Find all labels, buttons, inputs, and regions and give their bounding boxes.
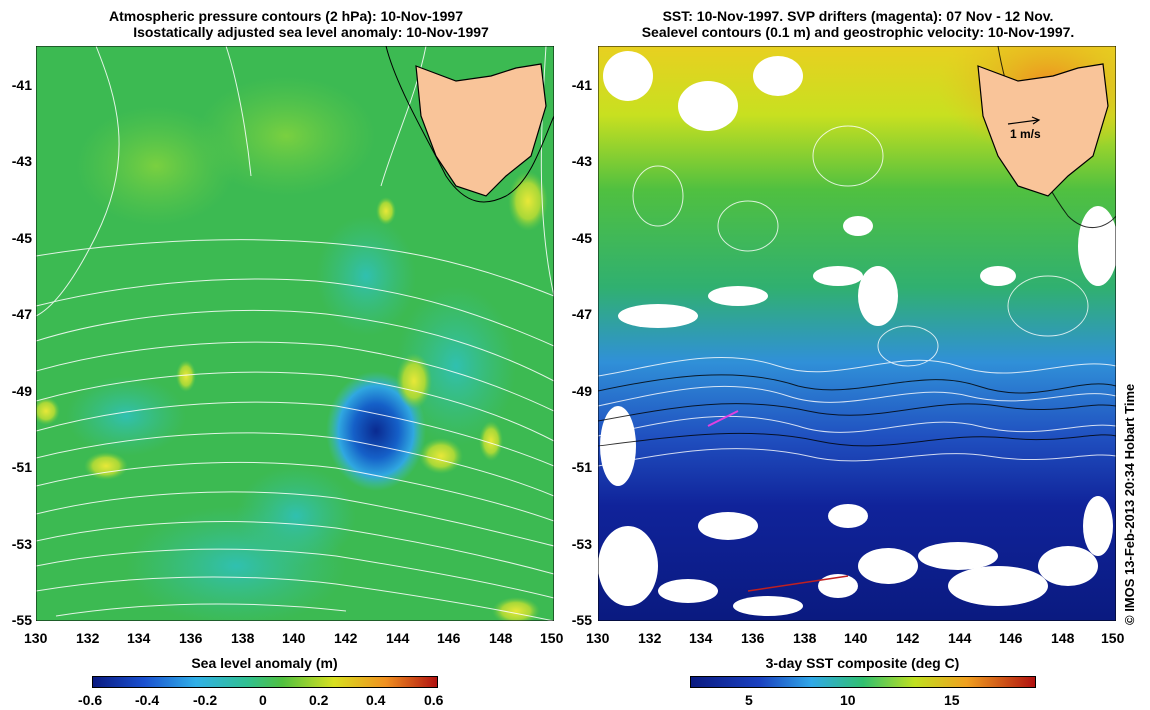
x-tick-label: 134: [127, 630, 151, 646]
x-tick-label: 132: [76, 630, 100, 646]
y-tick-label: -53: [11, 536, 32, 552]
y-tick-label: -47: [571, 306, 592, 322]
y-tick-label: -49: [571, 383, 592, 399]
colorbar-tick-label: 0.2: [309, 692, 329, 708]
x-tick-label: 146: [999, 630, 1023, 646]
colorbar-tick-label: 0.4: [366, 692, 386, 708]
colorbar-tick-label: 0: [259, 692, 267, 708]
x-tick-label: 150: [1101, 630, 1125, 646]
colorbar-tick-label: 5: [745, 692, 753, 708]
x-tick-label: 136: [741, 630, 765, 646]
sla-map: [36, 46, 554, 621]
x-tick-label: 144: [948, 630, 972, 646]
sla-low-anomaly: [326, 371, 426, 491]
y-tick-label: -45: [11, 230, 32, 246]
y-tick-label: -43: [11, 153, 32, 169]
right-title-line2: Sealevel contours (0.1 m) and geostrophi…: [641, 24, 1075, 40]
colorbar-tick-label: -0.4: [135, 692, 160, 708]
y-tick-label: -55: [11, 612, 32, 628]
y-tick-label: -41: [571, 77, 592, 93]
velocity-scale-label: 1 m/s: [1010, 127, 1041, 141]
x-tick-label: 140: [282, 630, 306, 646]
svp-drifter-track-south: [747, 575, 849, 592]
x-tick-label: 130: [24, 630, 48, 646]
x-tick-label: 142: [896, 630, 920, 646]
imos-credit: © IMOS 13-Feb-2013 20:34 Hobart Time: [1122, 383, 1137, 625]
x-tick-label: 146: [437, 630, 461, 646]
y-tick-label: -51: [571, 459, 592, 475]
left-title-line2: Isostatically adjusted sea level anomaly…: [133, 24, 489, 40]
colorbar-tick-label: -0.2: [193, 692, 218, 708]
x-tick-label: 150: [540, 630, 564, 646]
right-title-line1: SST: 10-Nov-1997. SVP drifters (magenta)…: [662, 8, 1054, 24]
x-tick-label: 136: [179, 630, 203, 646]
y-tick-label: -41: [11, 77, 32, 93]
x-tick-label: 140: [844, 630, 868, 646]
x-tick-label: 134: [689, 630, 713, 646]
left-title-line1: Atmospheric pressure contours (2 hPa): 1…: [109, 8, 463, 24]
pressure-contours: [36, 46, 554, 621]
x-tick-label: 130: [586, 630, 610, 646]
colorbar-tick-label: 10: [840, 692, 856, 708]
sla-colorbar: [92, 676, 438, 688]
y-tick-label: -55: [571, 612, 592, 628]
y-tick-label: -51: [11, 459, 32, 475]
x-tick-label: 144: [386, 630, 410, 646]
cloud-mask: [598, 51, 1116, 616]
sst-map: 1 m/s: [598, 46, 1116, 621]
y-tick-label: -53: [571, 536, 592, 552]
sst-colorbar-title: 3-day SST composite (deg C): [765, 655, 960, 671]
x-tick-label: 148: [1051, 630, 1075, 646]
colorbar-tick-label: 0.6: [424, 692, 444, 708]
x-tick-label: 132: [638, 630, 662, 646]
sealevel-contours: [598, 125, 1116, 467]
x-tick-label: 138: [793, 630, 817, 646]
colorbar-tick-label: -0.6: [78, 692, 103, 708]
colorbar-tick-label: 15: [944, 692, 960, 708]
sst-colorbar: [690, 676, 1036, 688]
x-tick-label: 142: [334, 630, 358, 646]
y-tick-label: -45: [571, 230, 592, 246]
sla-colorbar-title: Sea level anomaly (m): [191, 655, 338, 671]
svp-drifter-track: [707, 410, 739, 427]
y-tick-label: -49: [11, 383, 32, 399]
y-tick-label: -47: [11, 306, 32, 322]
x-tick-label: 138: [231, 630, 255, 646]
x-tick-label: 148: [489, 630, 513, 646]
tasmania-landmass: [977, 63, 1109, 197]
y-tick-label: -43: [571, 153, 592, 169]
